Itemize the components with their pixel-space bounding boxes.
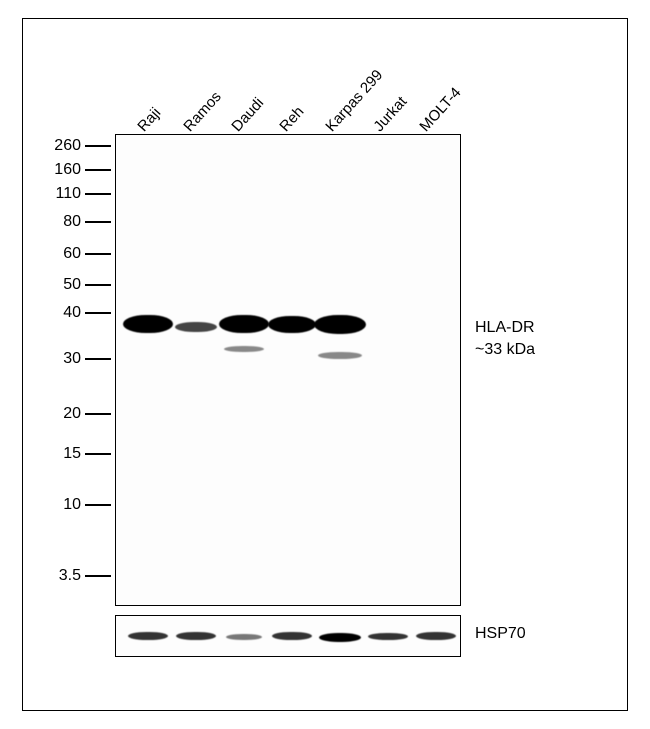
lane-label: Jurkat [370,93,410,135]
mw-value: 160 [41,161,81,179]
mw-tick [85,169,111,171]
blot-loading [115,615,461,657]
mw-tick [85,193,111,195]
band [224,346,264,352]
mw-row: 260 [41,137,111,155]
lane-label: MOLT-4 [416,84,464,135]
lane-label: Ramos [180,88,224,135]
mw-value: 60 [41,245,81,263]
mw-row: 110 [41,185,111,203]
band [272,632,312,640]
band [268,316,316,333]
band [314,315,366,334]
mw-value: 3.5 [41,567,81,585]
band [123,315,173,333]
mw-tick [85,504,111,506]
mw-row: 80 [41,213,111,231]
mw-row: 3.5 [41,567,111,585]
mw-tick [85,413,111,415]
mw-tick [85,253,111,255]
lane-labels-group: RajiRamosDaudiRehKarpas 299JurkatMOLT-4 [125,55,465,135]
mw-row: 10 [41,496,111,514]
figure-frame: RajiRamosDaudiRehKarpas 299JurkatMOLT-4 … [22,18,628,711]
band [416,632,456,640]
mw-tick [85,358,111,360]
band [176,632,216,640]
band [319,633,361,642]
band [368,633,408,640]
mw-value: 80 [41,213,81,231]
lane-label: Daudi [228,94,267,135]
target-mw-label: ~33 kDa [475,341,535,359]
mw-value: 50 [41,276,81,294]
mw-tick [85,312,111,314]
mw-tick [85,453,111,455]
band [128,632,168,640]
mw-value: 260 [41,137,81,155]
band [175,322,217,332]
mw-tick [85,145,111,147]
mw-row: 20 [41,405,111,423]
mw-value: 110 [41,185,81,203]
mw-tick [85,575,111,577]
band [226,634,262,640]
mw-row: 30 [41,350,111,368]
blot-main [115,134,461,606]
mw-value: 40 [41,304,81,322]
mw-row: 160 [41,161,111,179]
loading-name-label: HSP70 [475,625,526,643]
mw-value: 10 [41,496,81,514]
mw-row: 15 [41,445,111,463]
mw-row: 60 [41,245,111,263]
band [219,315,269,333]
mw-tick [85,221,111,223]
mw-row: 50 [41,276,111,294]
target-name-label: HLA-DR [475,319,535,337]
mw-row: 40 [41,304,111,322]
lane-label: Raji [134,104,164,135]
mw-value: 15 [41,445,81,463]
mw-tick [85,284,111,286]
mw-value: 20 [41,405,81,423]
mw-value: 30 [41,350,81,368]
lane-label: Reh [276,103,307,135]
band [318,352,362,359]
